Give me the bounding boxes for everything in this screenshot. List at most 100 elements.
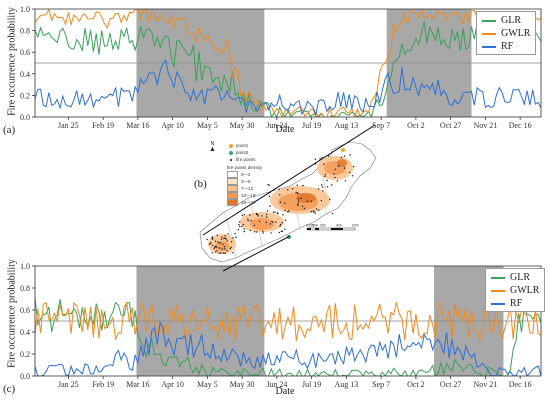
map-legend-point1: point1: [227, 142, 262, 149]
fire-point: [226, 250, 228, 252]
legend-label-rf: RF: [510, 298, 523, 309]
plot-frame: [34, 265, 542, 377]
fire-point: [285, 219, 287, 221]
y-tick-label: 0.0: [20, 372, 30, 381]
fire-point: [255, 212, 258, 215]
panel-a-ylabel: Fire occurrence probability: [6, 7, 18, 116]
x-tick-label: Apr 10: [161, 121, 183, 130]
x-tick-label: Jan 25: [58, 121, 79, 130]
x-tick-label: Mar 16: [126, 121, 149, 130]
x-tick-label: Dec 16: [509, 121, 532, 130]
scale-bar-label: 900: [336, 224, 342, 228]
point1-marker: [340, 147, 346, 153]
density-class-label: 7—12: [241, 186, 254, 191]
fire-point: [298, 198, 300, 200]
legend-item-gwlr: GWLR: [482, 27, 530, 40]
fire-point: [213, 248, 215, 250]
fire-point: [229, 247, 231, 250]
fire-point: [253, 224, 256, 227]
fire-point: [242, 224, 244, 226]
map-legend-density-classes: 0—2 3—6 7—12 13—18 19—28: [227, 171, 262, 206]
x-tick-label: Nov 21: [474, 380, 498, 389]
legend-swatch-glr: [482, 19, 496, 22]
fire-point: [279, 194, 281, 196]
fire-point: [218, 252, 220, 254]
fire-point: [284, 228, 286, 230]
x-tick-label: Oct 2: [407, 380, 425, 389]
fire-point: [216, 234, 218, 236]
fire-point: [243, 228, 245, 230]
fire-point: [280, 230, 282, 233]
fire-point: [243, 214, 245, 216]
fire-point: [343, 167, 346, 169]
scale-bar-segment: [307, 228, 311, 230]
fire-point: [268, 184, 270, 186]
fire-point: [224, 252, 226, 255]
y-tick-label: 0.8: [20, 27, 30, 36]
fire-point: [310, 210, 312, 213]
fire-point: [297, 203, 299, 205]
fire-point: [324, 173, 326, 176]
fire-point: [257, 215, 259, 217]
fire-point: [222, 252, 224, 254]
fire-point: [284, 202, 286, 204]
scale-bar-label: 1200: [351, 224, 358, 228]
fire-point: [212, 244, 214, 247]
legend-item-glr: GLR: [491, 271, 539, 284]
fire-point: [315, 208, 318, 210]
fire-point: [269, 205, 271, 207]
fire-point: [344, 180, 347, 182]
fire-point: [212, 238, 214, 240]
fire-point: [230, 246, 232, 248]
x-tick-label: Aug 13: [334, 121, 358, 130]
fire-point: [271, 220, 273, 223]
x-tick-label: Feb 19: [92, 380, 114, 389]
fire-point: [295, 191, 297, 194]
x-tick-label: Jul 19: [302, 121, 321, 130]
point1-marker-icon: [229, 143, 233, 148]
series-line-rf: [35, 321, 541, 376]
fire-point: [278, 231, 280, 234]
density-swatch: [227, 192, 238, 199]
map-legend: point1 point2 fire points fire points de…: [227, 142, 262, 206]
fire-point: [210, 242, 212, 244]
fire-point: [215, 251, 217, 253]
fire-point: [208, 243, 211, 245]
x-tick-label: May 5: [197, 380, 218, 389]
fire-point: [288, 210, 290, 212]
fire-point: [324, 175, 326, 177]
fire-point: [321, 156, 323, 159]
fire-point: [225, 238, 227, 240]
fire-point: [232, 252, 234, 254]
fire-point: [318, 209, 320, 211]
density-class-label: 3—6: [241, 179, 251, 184]
x-tick-label: May 30: [230, 121, 255, 130]
y-tick-label: 0.8: [20, 284, 30, 293]
y-tick-label: 1.0: [20, 5, 30, 14]
x-tick-label: Aug 13: [334, 380, 358, 389]
fire-point: [292, 188, 294, 190]
scale-bar-segment: [315, 228, 319, 230]
fire-point: [237, 228, 239, 231]
fire-point: [226, 240, 228, 242]
fire-point: [235, 236, 237, 238]
fire-density-area: [250, 218, 274, 230]
fire-point: [326, 186, 329, 188]
panel-c-ylabel: Fire occurrence probability: [6, 259, 18, 368]
fire-point: [218, 247, 221, 249]
x-tick-label: Oct 27: [440, 380, 462, 389]
legend-label-glr: GLR: [510, 272, 530, 283]
fire-point: [284, 209, 286, 211]
fire-point: [282, 214, 284, 216]
map-legend-density-class: 3—6: [227, 178, 262, 185]
fire-point: [314, 158, 317, 160]
fire-point: [257, 214, 259, 216]
fire-point: [351, 175, 354, 177]
fire-point: [334, 176, 336, 179]
fire-point: [323, 163, 325, 165]
fire-point: [296, 192, 299, 194]
fire-point: [266, 210, 269, 212]
fire-point: [220, 238, 223, 241]
